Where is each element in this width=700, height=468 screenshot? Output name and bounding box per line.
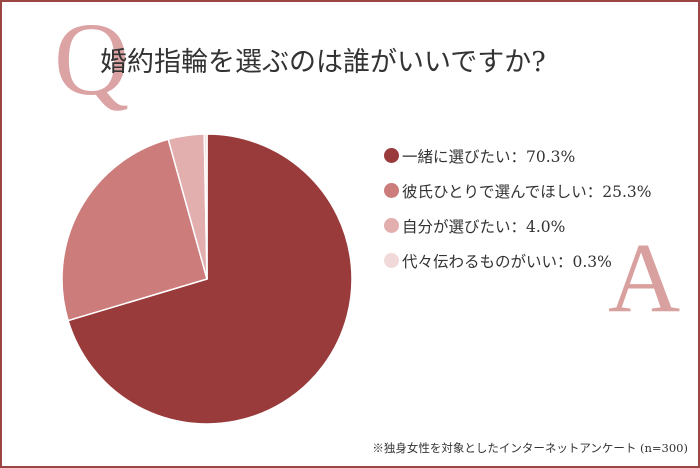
- chart-title: 婚約指輪を選ぶのは誰がいいですか?: [100, 47, 546, 78]
- legend-dot-icon: [384, 253, 399, 268]
- pie-slice: [61, 138, 208, 322]
- legend-label: 自分が選びたい：4.0%: [402, 217, 566, 236]
- legend-dot-icon: [384, 183, 399, 198]
- legend: 一緒に選びたい：70.3% 彼氏ひとりで選んでほしい：25.3% 自分が選びたい：4…: [384, 138, 652, 278]
- legend-item: 代々伝わるものがいい：0.3%: [384, 243, 652, 278]
- legend-dot-icon: [384, 218, 399, 233]
- a-mark: A: [608, 222, 681, 333]
- pie-slice: [203, 133, 208, 280]
- q-mark: Q: [54, 2, 130, 117]
- survey-note: ※独身女性を対象としたインターネットアンケート (n=300): [372, 441, 688, 455]
- legend-label: 代々伝わるものがいい：0.3%: [402, 252, 612, 271]
- pie-slice: [67, 133, 353, 425]
- legend-item: 自分が選びたい：4.0%: [384, 208, 652, 243]
- legend-item: 一緒に選びたい：70.3%: [384, 138, 652, 173]
- legend-label: 一緒に選びたい：70.3%: [402, 147, 576, 166]
- legend-item: 彼氏ひとりで選んでほしい：25.3%: [384, 173, 652, 208]
- legend-label: 彼氏ひとりで選んでほしい：25.3%: [402, 182, 652, 201]
- legend-dot-icon: [384, 148, 399, 163]
